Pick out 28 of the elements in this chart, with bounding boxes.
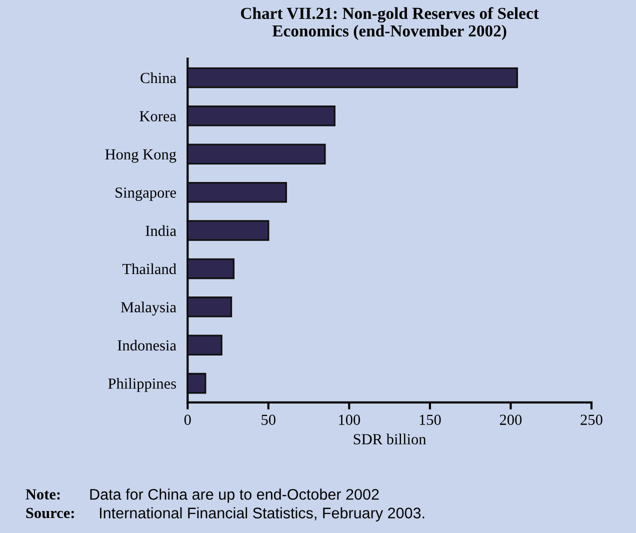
x-tick-label: 150 [420, 414, 441, 425]
y-tick-label: Hong Kong [105, 149, 176, 163]
y-tick-label: Indonesia [118, 340, 176, 351]
bar [188, 372, 206, 394]
x-tick-label: 200 [500, 414, 522, 425]
bar [188, 106, 336, 126]
y-tick-label: Singapore [116, 187, 176, 201]
bar [188, 182, 287, 203]
y-tick-label: China [140, 72, 176, 84]
x-tick-label: 100 [339, 414, 360, 425]
bar [188, 258, 234, 280]
chart-title: Chart VII.21: Non-gold Reserves of Select Economics (end-November 2002) [240, 7, 539, 40]
y-tick-label: Malaysia [120, 302, 176, 316]
x-tick-label: 250 [580, 414, 602, 425]
bar [188, 144, 326, 165]
y-tick-label: Thailand [122, 263, 176, 274]
text: Source: International Financial Statistics, February 2003. [26, 507, 424, 522]
x-tick-label: 0 [184, 414, 191, 425]
y-tick-label: Philippines [108, 378, 176, 392]
bar [188, 296, 232, 318]
text: Note: Data for China are up to end-October 2002 [26, 488, 379, 503]
bar [188, 220, 270, 241]
y-tick-label: Korea [140, 111, 176, 122]
x-tick-label: 50 [262, 414, 276, 425]
x-axis-title: SDR billion [354, 434, 426, 444]
y-tick-label: India [146, 225, 176, 236]
bar [188, 334, 222, 356]
bar [188, 67, 518, 88]
